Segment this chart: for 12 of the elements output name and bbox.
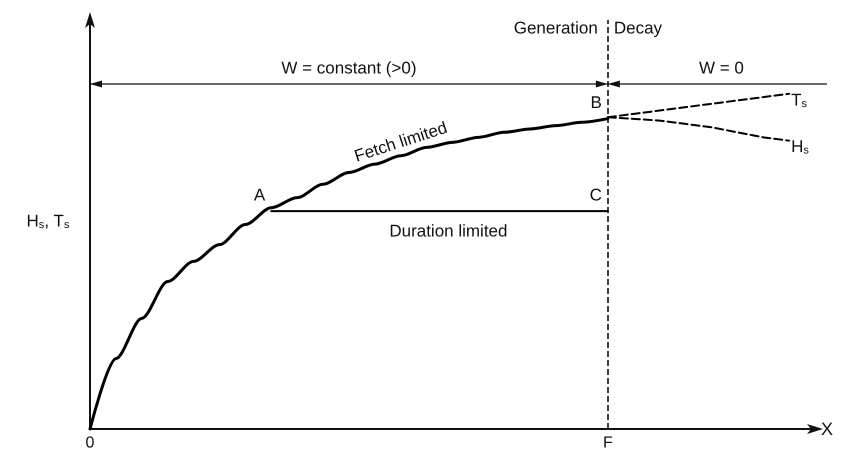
x-axis-title: X [821,419,834,439]
text: W = 0 [698,58,744,78]
x-tick-label: 0 [86,434,95,452]
text: Fetch limited [352,118,450,166]
text: W = constant (>0) [281,58,416,78]
text: Generation [514,18,598,38]
series-label: Duration limited [389,222,508,241]
annotation: C [590,186,602,205]
x-tick-label: F [602,434,613,452]
annotation: A [254,186,266,205]
text: Decay [614,18,663,38]
annotation: B [590,93,602,112]
